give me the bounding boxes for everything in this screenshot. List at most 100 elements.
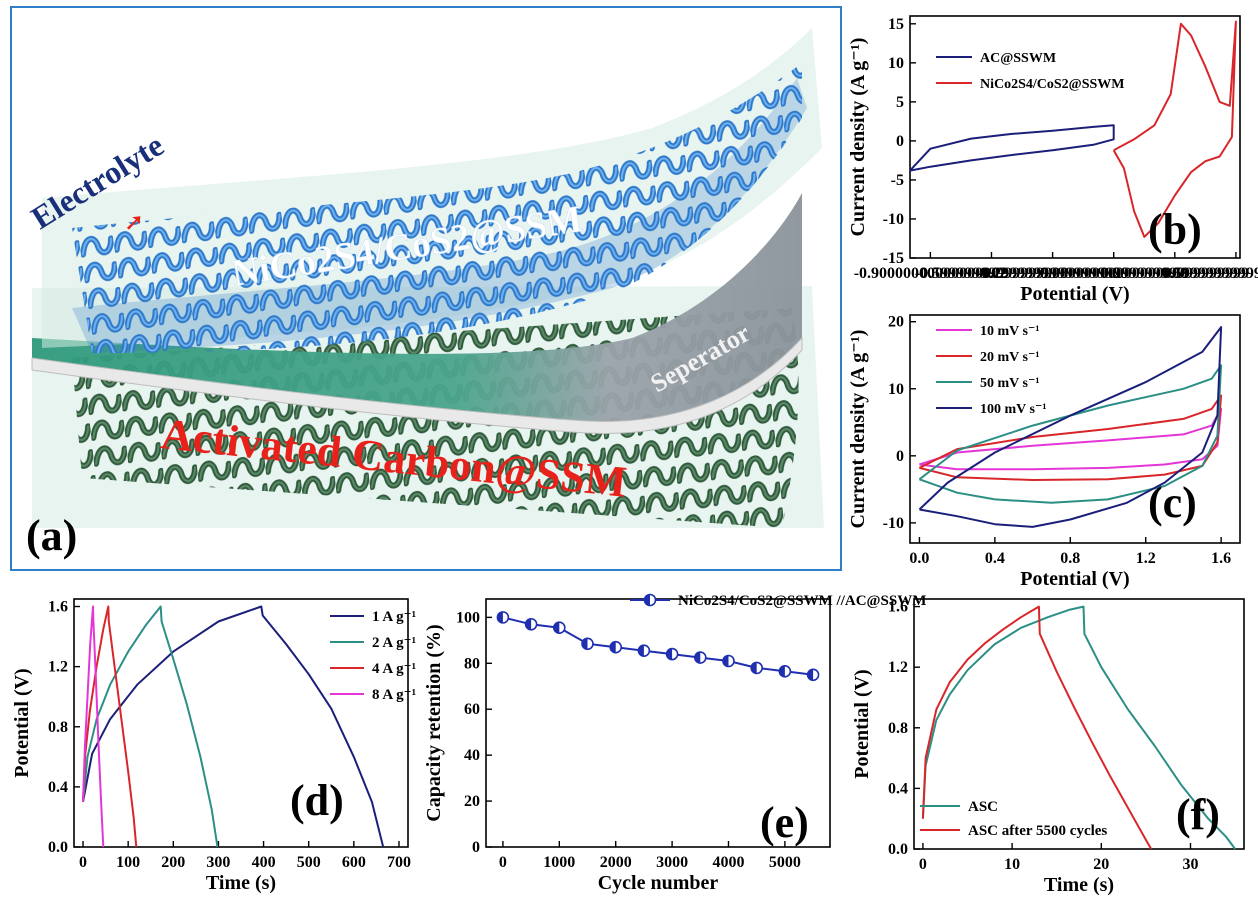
y-tick-label: 1.6 [888,599,908,616]
y-tick-label: 1.6 [48,599,68,616]
y-tick-label: 20 [888,314,904,331]
chart-b-cv-comparison: -0.90000000000000002-0.59999999999999998… [847,15,1258,305]
legend-label: AC@SSWM [980,51,1056,66]
x-tick-label: 600 [342,854,366,871]
chart-panel-d: 0 100 200 300 400 500 600 700 0.0 0.4 0.8 1.2 1.6 Tim… [0,585,420,899]
x-tick-label: 0.00000000000000000 [1040,265,1188,282]
y-tick-label: 0.0 [48,839,68,856]
x-tick-label: 20 [1093,856,1109,873]
y-tick-label: 80 [464,655,480,672]
arrow-up-right-icon: ➚ [124,210,144,236]
x-tick-label: 2000 [600,854,632,871]
panel-label-c: (c) [1148,478,1197,527]
y-tick-label: 0.4 [888,780,908,797]
y-tick-label: 10 [888,381,904,398]
panel-label-b: (b) [1148,205,1202,254]
chart-f-asc-charge-discharge: 0 10 20 30 0.0 0.4 0.8 1.2 1.6 Time (s) Potential … [851,598,1245,896]
y-tick-label: 15 [888,16,904,33]
legend-label: NiCo2S4/CoS2@SSWM //AC@SSWM [678,593,926,609]
x-tick-label: 200 [161,854,185,871]
data-point-fill [610,641,616,653]
y-tick-label: 20 [464,793,480,810]
x-axis-label: Time (s) [206,872,276,894]
y-tick-label: -5 [891,172,904,189]
y-tick-label: 0.8 [888,720,908,737]
x-tick-label: 0.8 [1060,550,1080,567]
separator-sheet [32,193,802,422]
x-tick-label: 0.0 [909,550,929,567]
chart-c-scan-rates: 0.0 0.4 0.8 1.2 1.6 -10 0 10 20 Potential (V) Curr… [847,314,1241,590]
series-line-0 [502,616,814,676]
legend-label: 10 mV s⁻¹ [980,324,1040,339]
x-tick-label: 0 [919,856,927,873]
x-axis-label: Cycle number [598,872,719,894]
x-tick-label: 10 [1004,856,1020,873]
x-tick-label: 100 [116,854,140,871]
data-point-fill [807,669,814,681]
y-tick-label: -15 [883,250,904,267]
series-line-1 [82,605,219,848]
y-axis-label: Potential (V) [851,669,873,778]
data-point-fill [582,638,588,650]
x-tick-label: 1.6 [1211,550,1231,567]
x-tick-label: 300 [206,854,230,871]
series-line-3 [82,605,105,848]
plot-frame [909,15,1241,259]
y-tick-label: 60 [464,701,480,718]
x-tick-label: 700 [387,854,411,871]
series-line-0 [921,605,1236,850]
y-tick-label: 0 [896,448,904,465]
nickel-cobalt-sulfide-mesh [72,63,802,353]
x-tick-label: 0.59999999999999998 [1162,265,1258,282]
x-tick-label: 0 [499,854,507,871]
data-point-fill [553,622,560,634]
x-tick-label: 400 [252,854,276,871]
data-point-fill [694,652,701,664]
legend-label: 2 A g⁻¹ [372,635,416,651]
x-axis-label: Time (s) [1044,874,1114,896]
x-tick-label: 500 [297,854,321,871]
y-axis-label: Current density (A g⁻¹) [847,38,869,237]
chart-panel-c: 0.0 0.4 0.8 1.2 1.6 -10 0 10 20 Potential (V) Curr… [847,305,1258,590]
data-point-fill [525,618,532,630]
y-tick-label: 0.4 [48,779,68,796]
plot-frame [909,314,1241,544]
y-tick-label: 1.2 [888,659,908,676]
x-tick-label: 3000 [656,854,688,871]
data-point-fill [666,648,673,660]
y-tick-label: 5 [896,94,904,111]
separator-edge [31,336,803,434]
y-axis-label: Potential (V) [11,668,33,777]
legend-label: NiCo2S4/CoS2@SSWM [980,77,1125,92]
x-axis-label: Potential (V) [1020,283,1129,305]
legend-label: 100 mV s⁻¹ [980,402,1047,417]
x-tick-label: 30 [1182,856,1198,873]
y-tick-label: 0 [896,133,904,150]
data-point-fill [638,645,644,657]
series-line-2 [918,364,1223,504]
plot-frame [73,598,409,848]
legend-label: ASC after 5500 cycles [968,823,1107,839]
x-axis-label: Potential (V) [1020,568,1129,590]
panel-label-e: (e) [760,798,809,847]
chart-e-cycling-stability: 0 1000 2000 3000 4000 5000 0 20 40 60 80 100 Cycle n… [423,593,926,894]
series-line-1 [1112,20,1237,238]
series-line-3 [918,326,1223,528]
series-line-1 [921,605,1153,850]
y-tick-label: 0 [472,839,480,856]
panel-label-d: (d) [290,776,344,825]
chart-panel-f: 0 10 20 30 0.0 0.4 0.8 1.2 1.6 Time (s) Potential … [840,585,1258,899]
x-tick-label: 1000 [543,854,575,871]
x-tick-label: 4000 [712,854,744,871]
x-tick-label: -0.59999999999999998 [915,265,1068,282]
panel-label-a: (a) [26,511,77,560]
y-axis-label: Capacity retention (%) [423,624,445,821]
x-tick-label: 0 [79,854,87,871]
x-tick-label: 5000 [769,854,801,871]
plot-frame [913,598,1245,850]
data-point-fill [779,665,785,677]
schematic-panel-a: Electrolyte ➚ NiCo2S4/CoS2@SSM Seperator… [10,6,842,571]
series-line-2 [82,605,138,848]
data-point-fill [497,611,503,623]
series-line-0 [919,407,1223,471]
